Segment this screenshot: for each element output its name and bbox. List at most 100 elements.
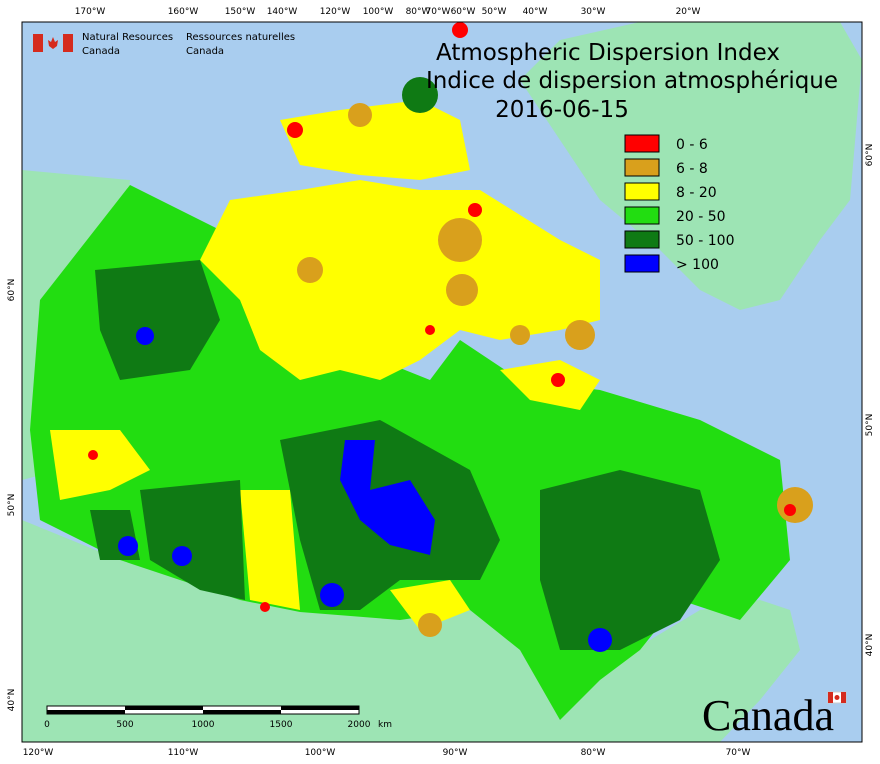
graticule-labels: 170°W 160°W 150°W 140°W 120°W 100°W 80°W70°W 60… (7, 7, 875, 758)
map-frame (21, 21, 863, 743)
top-axis-label: 80°W (406, 7, 431, 17)
zone (446, 274, 478, 306)
legend-swatch (624, 134, 660, 153)
flag-bar (33, 34, 43, 52)
zone (280, 100, 470, 180)
left-axis-label: 60°N (7, 279, 17, 302)
zone (540, 470, 720, 650)
logo (33, 34, 73, 52)
legend: 0 - 6 6 - 8 8 - 20 20 - 50 50 - 100 > 100 (624, 134, 735, 273)
right-axis-label: 50°N (865, 414, 875, 437)
zone (240, 490, 300, 610)
top-axis-label: 120°W (320, 7, 351, 17)
wordmark-flag (827, 691, 847, 704)
bottom-axis-label: 70°W (726, 748, 751, 758)
zone (297, 257, 323, 283)
scale-labels: 0 500 1000 1500 2000 km (44, 720, 392, 730)
zone (172, 546, 192, 566)
zone (287, 122, 303, 138)
left-axis-label: 50°N (7, 494, 17, 517)
zone (95, 260, 220, 380)
top-axis-label: 70°W (426, 7, 451, 17)
date: 2016-06-15 (495, 97, 629, 123)
agency-en: Natural Resources (82, 32, 173, 43)
legend-swatch (624, 230, 660, 249)
zone (136, 327, 154, 345)
scale-bar-segment (47, 710, 125, 714)
right-axis-label: 40°N (865, 634, 875, 657)
legend-label: 20 - 50 (676, 209, 726, 225)
flag-bar (63, 34, 73, 52)
scale-bar-segment (203, 710, 281, 714)
bottom-axis-label: 120°W (23, 748, 54, 758)
title: Indice de dispersion atmosphérique (426, 68, 838, 94)
legend-label: > 100 (676, 257, 719, 273)
agency-fr: Canada (186, 46, 224, 57)
legend-swatch (624, 254, 660, 273)
legend-label: 50 - 100 (676, 233, 735, 249)
bottom-axis-label: 90°W (443, 748, 468, 758)
top-axis-label: 160°W (168, 7, 199, 17)
zone (390, 580, 470, 630)
scale-bar-segment (281, 706, 359, 710)
top-axis-label: 150°W (225, 7, 256, 17)
top-axis-label: 100°W (363, 7, 394, 17)
legend-swatch (624, 158, 660, 177)
zone (452, 22, 468, 38)
top-axis-label: 40°W (523, 7, 548, 17)
top-axis-label: 170°W (75, 7, 106, 17)
legend-swatch (624, 182, 660, 201)
top-axis-label: 50°W (482, 7, 507, 17)
scale-unit: km (378, 720, 392, 730)
wordmark: Canada (702, 691, 834, 740)
zone (340, 440, 435, 555)
top-axis-label: 140°W (267, 7, 298, 17)
zone (784, 504, 796, 516)
agency-fr: Ressources naturelles (186, 32, 295, 43)
scale-bar-segment (125, 706, 203, 710)
top-axis-label: 20°W (676, 7, 701, 17)
flag-bar (828, 692, 833, 703)
zone (260, 602, 270, 612)
usa (22, 520, 800, 742)
zone (140, 480, 245, 600)
zone (565, 320, 595, 350)
zone (118, 536, 138, 556)
zone (50, 430, 150, 500)
top-axis-label: 60°W (451, 7, 476, 17)
zone (402, 77, 438, 113)
zone (348, 103, 372, 127)
scale-label: 2000 (348, 720, 371, 730)
top-axis-label: 30°W (581, 7, 606, 17)
legend-swatch (624, 206, 660, 225)
title: Atmospheric Dispersion Index (436, 40, 780, 66)
zone (500, 360, 600, 410)
zone (588, 628, 612, 652)
zone (468, 203, 482, 217)
zone (551, 373, 565, 387)
maple-leaf (48, 37, 58, 49)
scale-label: 1500 (270, 720, 293, 730)
bottom-axis-label: 110°W (168, 748, 199, 758)
agency-en: Canada (82, 46, 120, 57)
zone (438, 218, 482, 262)
right-axis-label: 60°N (865, 144, 875, 167)
zone (418, 613, 442, 637)
left-axis-label: 40°N (7, 689, 17, 712)
zone (200, 180, 600, 380)
bottom-axis-label: 80°W (581, 748, 606, 758)
dispersion-zones (30, 22, 813, 720)
greenland (520, 22, 862, 310)
scale-label: 1000 (192, 720, 215, 730)
bottom-axis-label: 100°W (305, 748, 336, 758)
legend-label: 8 - 20 (676, 185, 717, 201)
zone (320, 583, 344, 607)
maple-leaf (834, 695, 840, 700)
zone (510, 325, 530, 345)
legend-label: 0 - 6 (676, 137, 708, 153)
scale-label: 0 (44, 720, 50, 730)
zone (777, 487, 813, 523)
flag-bar (841, 692, 846, 703)
legend-label: 6 - 8 (676, 161, 708, 177)
